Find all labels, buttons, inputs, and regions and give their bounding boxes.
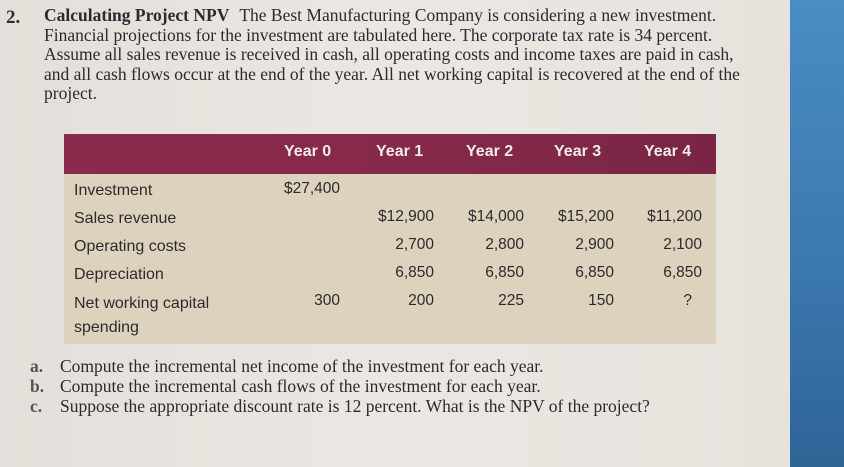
cell-sales-year4: $11,200 <box>647 208 702 225</box>
cell-sales-year3: $15,200 <box>557 208 614 225</box>
question-text-a: Compute the incremental net income of th… <box>60 356 544 376</box>
question-text-c: Suppose the appropriate discount rate is… <box>60 396 650 416</box>
cell-nwc-year3: 150 <box>588 292 614 309</box>
cell-sales-year2: $14,000 <box>467 208 524 225</box>
row-label-depreciation: Depreciation <box>74 266 164 283</box>
question-letter-b: b. <box>30 376 45 396</box>
row-label-operating-costs: Operating costs <box>74 238 187 255</box>
header-year-2: Year 2 <box>466 143 514 160</box>
cell-dep-year2: 6,850 <box>485 264 524 281</box>
question-b: b. Compute the incremental cash flows of… <box>30 376 760 396</box>
projection-table: Year 0 Year 1 Year 2 Year 3 Year 4 Inves… <box>64 134 716 344</box>
cell-nwc-year1: 200 <box>408 292 434 309</box>
header-year-4: Year 4 <box>644 143 692 160</box>
cell-investment-year0: $27,400 <box>283 180 340 197</box>
header-year-3: Year 3 <box>554 143 602 160</box>
question-letter-a: a. <box>30 356 44 376</box>
textbook-page: 2. Calculating Project NPV The Best Manuf… <box>0 0 790 467</box>
row-label-nwc: Net working capital spending <box>74 292 244 340</box>
question-c: c. Suppose the appropriate discount rate… <box>30 396 760 416</box>
problem-title: Calculating Project NPV <box>44 5 230 25</box>
blue-page-edge <box>790 0 844 467</box>
cell-sales-year1: $12,900 <box>377 208 434 225</box>
row-label-nwc-text: Net working capital spending <box>74 295 210 336</box>
question-list: a. Compute the incremental net income of… <box>30 356 760 416</box>
problem-number: 2. <box>6 7 21 28</box>
table-header: Year 0 Year 1 Year 2 Year 3 Year 4 <box>64 134 716 174</box>
cell-nwc-year0: 300 <box>314 292 340 309</box>
cell-nwc-year2: 225 <box>498 292 524 309</box>
cell-opcost-year3: 2,900 <box>575 236 614 253</box>
question-a: a. Compute the incremental net income of… <box>30 356 760 376</box>
cell-dep-year1: 6,850 <box>395 264 434 281</box>
header-year-1: Year 1 <box>376 143 424 160</box>
question-letter-c: c. <box>30 396 43 416</box>
row-label-investment: Investment <box>74 182 153 199</box>
row-label-sales-revenue: Sales revenue <box>74 210 177 227</box>
cell-dep-year4: 6,850 <box>663 264 702 281</box>
question-text-b: Compute the incremental cash flows of th… <box>60 376 541 396</box>
cell-opcost-year1: 2,700 <box>395 236 434 253</box>
cell-opcost-year4: 2,100 <box>663 236 702 253</box>
header-year-0: Year 0 <box>284 143 332 160</box>
table-body: Investment $27,400 Sales revenue $12,900… <box>64 174 716 344</box>
cell-dep-year3: 6,850 <box>575 264 614 281</box>
cell-nwc-year4: ? <box>683 292 692 309</box>
problem-body: The Best Manufacturing Company is consid… <box>44 5 740 103</box>
problem-paragraph: Calculating Project NPV The Best Manufact… <box>44 5 744 104</box>
cell-opcost-year2: 2,800 <box>485 236 524 253</box>
